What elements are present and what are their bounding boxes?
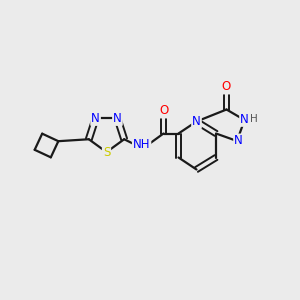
- Text: S: S: [103, 146, 110, 159]
- Text: NH: NH: [133, 138, 150, 151]
- Text: N: N: [113, 112, 122, 125]
- Text: N: N: [234, 134, 243, 148]
- Text: N: N: [240, 113, 249, 126]
- Text: O: O: [222, 80, 231, 94]
- Text: N: N: [192, 115, 201, 128]
- Text: H: H: [250, 114, 258, 124]
- Text: O: O: [159, 104, 168, 118]
- Text: N: N: [91, 112, 100, 125]
